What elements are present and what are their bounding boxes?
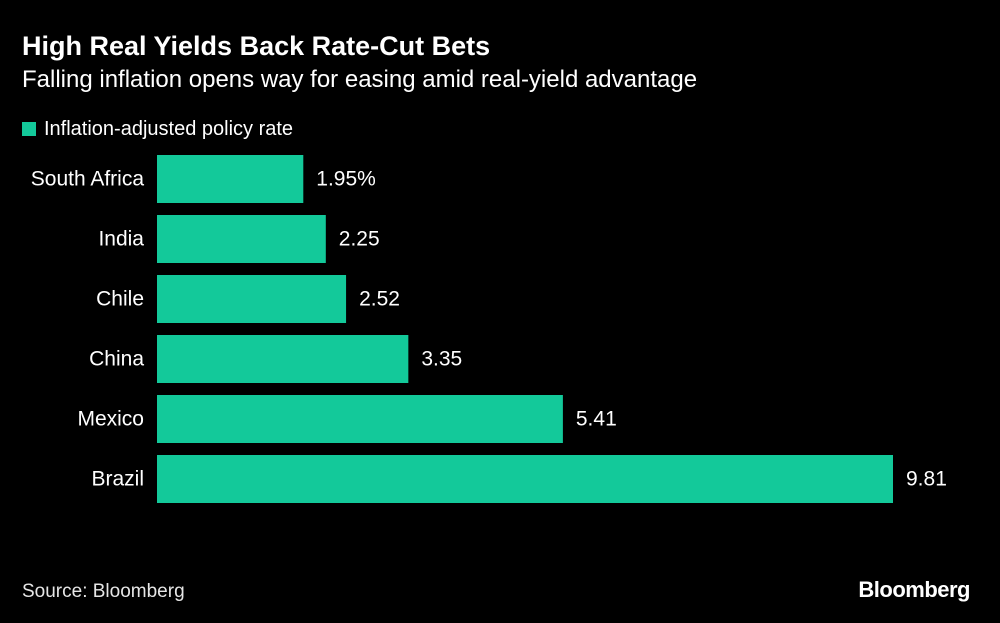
value-label: 2.52: [359, 288, 400, 311]
chart-subtitle: Falling inflation opens way for easing a…: [22, 66, 698, 93]
category-label: Brazil: [91, 468, 144, 491]
legend-swatch: [22, 122, 36, 136]
bar: [157, 395, 563, 443]
legend-label: Inflation-adjusted policy rate: [44, 117, 294, 140]
category-label: India: [98, 228, 144, 251]
chart-title: High Real Yields Back Rate-Cut Bets: [22, 31, 491, 61]
bar: [157, 455, 893, 503]
category-label: Chile: [96, 288, 144, 311]
value-label: 3.35: [421, 348, 462, 371]
source-note: Source: Bloomberg: [22, 581, 185, 602]
value-label: 1.95%: [316, 168, 376, 191]
bar: [157, 215, 326, 263]
value-label: 5.41: [576, 408, 617, 431]
category-label: China: [89, 348, 144, 371]
bar: [157, 335, 409, 383]
bar: [157, 275, 347, 323]
value-label: 2.25: [339, 228, 380, 251]
value-label: 9.81: [906, 468, 947, 491]
category-label: South Africa: [31, 168, 145, 191]
bar: [157, 155, 304, 203]
legend: Inflation-adjusted policy rate: [22, 115, 293, 143]
bloomberg-logo: Bloomberg: [858, 577, 970, 602]
category-label: Mexico: [77, 408, 144, 431]
